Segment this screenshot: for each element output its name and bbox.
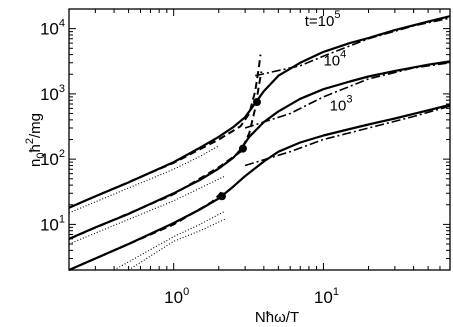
plot-frame (68, 8, 451, 271)
y-tick-label-2: 103 (40, 83, 65, 104)
y-tick-label-1: 102 (40, 148, 65, 169)
x-tick-label-1: 101 (314, 286, 339, 307)
point-marker-0 (252, 98, 261, 107)
curve-annotations: t=105 104 103 (305, 9, 353, 114)
series-line-solid-2 (68, 103, 451, 272)
x-axis-title: Nħω/T (255, 309, 299, 326)
curve-label-t1e5: t=105 (305, 9, 341, 30)
axis-ticks (68, 8, 451, 271)
series-line-dashdot-7 (244, 62, 451, 129)
series-line-solid-0 (68, 15, 451, 209)
series-line-dotted-10 (68, 175, 226, 245)
tick-labels: 100 101 101 102 103 104 (40, 18, 339, 307)
curve-label-t1e3: 103 (330, 93, 353, 114)
series-line-dashdot-8 (244, 105, 451, 167)
plot-lines (68, 15, 451, 272)
plot-markers (217, 98, 261, 201)
curve-label-t1e4: 104 (323, 49, 346, 70)
series-line-dashed-4 (68, 71, 263, 240)
point-marker-1 (238, 144, 247, 153)
y-tick-label-3: 104 (40, 18, 65, 39)
series-line-dashed-3 (68, 54, 262, 209)
y-tick-label-0: 101 (40, 213, 65, 234)
series-line-dotted-11 (113, 210, 226, 271)
x-tick-label-0: 100 (164, 286, 189, 307)
y-axis-title: n0ħ2/mg (24, 113, 47, 167)
series-line-dashdot-6 (255, 17, 451, 77)
point-marker-2 (217, 192, 226, 201)
series-line-dotted-9 (68, 145, 220, 214)
series-line-dotted-12 (128, 218, 226, 271)
